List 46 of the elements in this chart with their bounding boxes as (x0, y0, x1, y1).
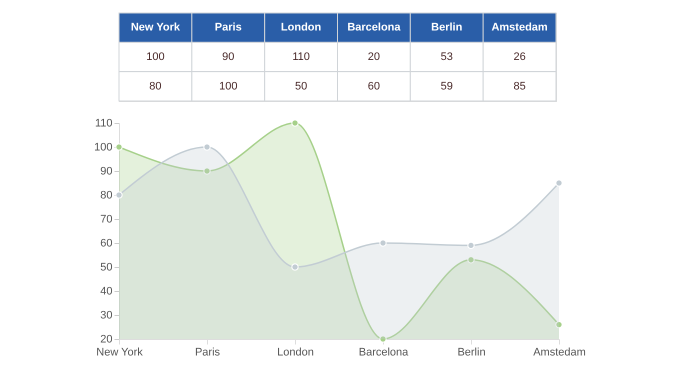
point (115, 143, 123, 151)
y-tick-label: 100 (94, 142, 112, 154)
point (203, 143, 211, 151)
data-label: 20 (368, 51, 380, 63)
y-tick-label: 80 (100, 190, 112, 202)
y-tick-label: 60 (100, 238, 112, 250)
data-label: 85 (513, 80, 526, 92)
category-label: Amstedam (491, 22, 548, 34)
x-tick-label: London (277, 346, 314, 358)
data-label: 59 (440, 80, 453, 92)
y-tick-label: 50 (100, 262, 112, 274)
y-tick-label: 90 (100, 166, 112, 178)
data-label: 53 (440, 51, 453, 63)
point (115, 191, 123, 199)
y-tick-label: 30 (100, 310, 112, 322)
category-label: New York (130, 22, 180, 34)
category-label: London (280, 22, 322, 34)
x-tick-label: Barcelona (358, 346, 410, 358)
data-label: 100 (146, 51, 165, 63)
point (291, 263, 299, 271)
category-label: Berlin (431, 22, 462, 34)
data-label: 50 (294, 80, 308, 92)
x-tick-label: New York (96, 346, 144, 358)
y-tick-label: 20 (100, 334, 112, 346)
x-tick-label: Amstedam (533, 346, 586, 358)
category-label: Paris (214, 22, 242, 34)
point (467, 256, 475, 264)
data-label: 26 (513, 51, 526, 63)
point (379, 335, 387, 343)
x-tick-label: Paris (194, 346, 221, 358)
point (291, 119, 299, 127)
point (379, 239, 387, 247)
point (555, 179, 563, 187)
point (203, 167, 211, 175)
data-label: 80 (149, 80, 162, 92)
point (555, 320, 563, 328)
data-label: 60 (368, 80, 380, 92)
y-tick-label: 40 (100, 286, 112, 298)
data-label: 110 (292, 51, 310, 63)
category-label: Barcelona (347, 22, 401, 34)
y-tick-label: 110 (94, 118, 112, 130)
data-label: 100 (219, 80, 238, 92)
y-tick-label: 70 (100, 214, 112, 226)
data-label: 90 (222, 51, 234, 63)
point (467, 242, 475, 250)
x-tick-label: Berlin (457, 346, 486, 358)
